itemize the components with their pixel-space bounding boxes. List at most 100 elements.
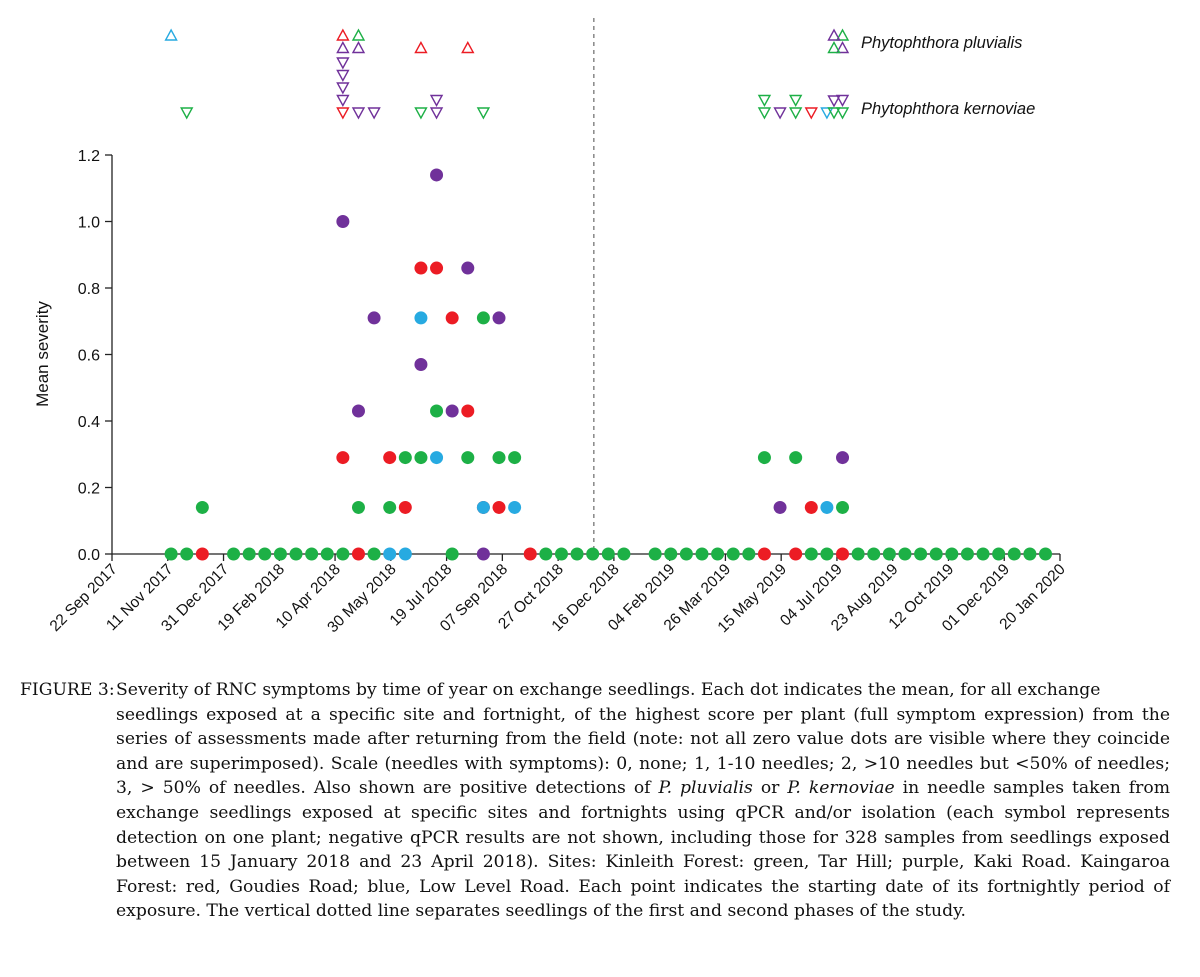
kernoviae-detection-symbol xyxy=(835,94,850,107)
kernoviae-detection-symbol xyxy=(835,107,850,120)
data-point xyxy=(601,547,615,561)
data-points xyxy=(164,168,1053,561)
data-point xyxy=(945,547,959,561)
data-point xyxy=(820,547,834,561)
data-point xyxy=(164,547,178,561)
data-point xyxy=(508,500,522,514)
detection-symbols xyxy=(164,28,850,120)
data-point xyxy=(383,500,397,514)
data-point xyxy=(227,547,241,561)
data-point xyxy=(476,311,490,325)
data-point xyxy=(882,547,896,561)
legend-pluvialis-label: Phytophthora pluvialis xyxy=(861,34,1022,52)
data-point xyxy=(398,451,412,465)
kernoviae-detection-symbol xyxy=(351,107,366,120)
data-point xyxy=(554,547,568,561)
data-point xyxy=(476,500,490,514)
data-point xyxy=(679,547,693,561)
kernoviae-detection-symbol xyxy=(367,107,381,120)
kernoviae-detection-symbol xyxy=(180,107,194,120)
data-point xyxy=(305,547,319,561)
data-point xyxy=(367,311,381,325)
data-point xyxy=(461,404,475,418)
pluvialis-detection-symbol xyxy=(336,28,350,41)
legend-kernoviae-symbol xyxy=(827,95,841,108)
figure: 0.0 0.2 0.4 0.6 0.8 1.0 1.2 22 Sep 2017 11 Nov … xyxy=(33,18,1069,636)
data-point xyxy=(383,547,397,561)
data-point xyxy=(414,357,428,371)
data-point xyxy=(461,261,475,275)
data-point xyxy=(430,168,444,182)
kernoviae-detection-symbol xyxy=(336,107,350,120)
data-point xyxy=(836,451,850,465)
data-point xyxy=(414,261,428,275)
data-point xyxy=(960,547,974,561)
kernoviae-detection-symbol xyxy=(757,107,772,120)
data-point xyxy=(242,547,256,561)
legend: Phytophthora pluvialis Phytophthora kerno… xyxy=(861,34,1035,118)
kernoviae-detection-symbol xyxy=(788,94,803,107)
kernoviae-detection-symbol xyxy=(429,94,444,107)
data-point xyxy=(367,547,381,561)
data-point xyxy=(273,547,287,561)
caption-text-a: seedlings exposed at a specific site and… xyxy=(116,704,1170,799)
pluvialis-detection-symbol xyxy=(835,28,850,41)
data-point xyxy=(351,404,365,418)
y-axis-ticks: 0.0 0.2 0.4 0.6 0.8 1.0 1.2 xyxy=(78,148,112,564)
data-point xyxy=(914,547,928,561)
legend-pluvialis-symbol xyxy=(827,28,841,41)
data-point xyxy=(336,215,350,228)
data-point xyxy=(430,404,444,418)
y-tick-label: 0.0 xyxy=(78,547,100,564)
data-point xyxy=(648,547,662,561)
y-tick-label: 1.2 xyxy=(78,148,100,165)
data-point xyxy=(258,547,272,561)
caption-paragraph: seedlings exposed at a specific site and… xyxy=(116,703,1170,924)
pluvialis-detection-symbol xyxy=(336,41,350,54)
data-point xyxy=(804,547,818,561)
data-point xyxy=(195,500,209,514)
caption-species-a: P. pluvialis xyxy=(658,778,753,799)
data-point xyxy=(1007,547,1021,561)
data-point xyxy=(789,547,803,561)
data-point xyxy=(929,547,943,561)
data-point xyxy=(508,451,522,465)
data-point xyxy=(445,404,459,418)
kernoviae-detection-symbol xyxy=(476,107,491,120)
caption-body: Severity of RNC symptoms by time of year… xyxy=(116,678,1170,924)
pluvialis-detection-symbol xyxy=(164,28,178,41)
legend-pluvialis-symbol xyxy=(827,41,841,54)
pluvialis-detection-symbol xyxy=(461,41,475,54)
data-point xyxy=(195,547,209,561)
data-point xyxy=(773,500,787,514)
data-point xyxy=(430,261,444,275)
pluvialis-detection-symbol xyxy=(351,28,366,41)
y-axis-label: Mean severity xyxy=(33,301,52,407)
data-point xyxy=(664,547,678,561)
y-tick-label: 0.6 xyxy=(78,348,100,365)
data-point xyxy=(539,547,553,561)
data-point xyxy=(351,547,365,561)
data-point xyxy=(383,451,397,465)
kernoviae-detection-symbol xyxy=(788,107,803,120)
data-point xyxy=(430,451,444,465)
kernoviae-detection-symbol xyxy=(757,94,772,107)
data-point xyxy=(820,500,834,514)
data-point xyxy=(804,500,818,514)
legend-kernoviae-symbol xyxy=(827,107,841,120)
legend-kernoviae-label: Phytophthora kernoviae xyxy=(861,100,1035,118)
caption-line-1: Severity of RNC symptoms by time of year… xyxy=(116,680,1101,700)
data-point xyxy=(742,547,756,561)
pluvialis-detection-symbol xyxy=(835,41,850,54)
kernoviae-detection-symbol xyxy=(414,107,428,120)
caption-species-b: P. kernoviae xyxy=(787,778,895,799)
y-tick-label: 0.2 xyxy=(78,481,100,498)
data-point xyxy=(289,547,303,561)
data-point xyxy=(445,547,459,561)
kernoviae-detection-symbol xyxy=(336,57,350,70)
data-point xyxy=(586,547,600,561)
data-point xyxy=(398,547,412,561)
data-point xyxy=(1023,547,1037,561)
data-point xyxy=(836,547,850,561)
